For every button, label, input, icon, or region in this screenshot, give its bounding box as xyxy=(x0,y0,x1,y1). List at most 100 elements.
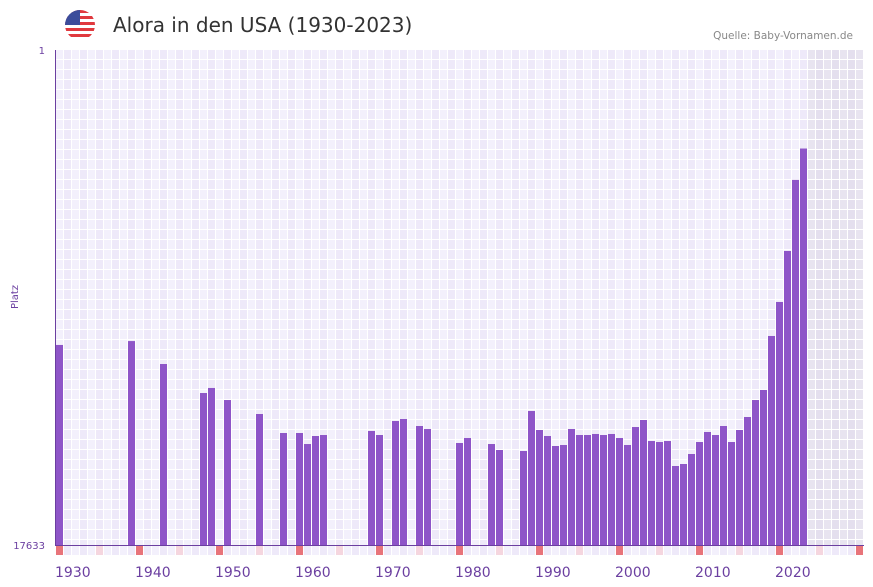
grid-cell xyxy=(432,480,439,489)
grid-cell xyxy=(728,180,735,189)
grid-cell xyxy=(480,290,487,299)
grid-cell xyxy=(432,150,439,159)
grid-cell xyxy=(336,470,343,479)
grid-cell xyxy=(568,210,575,219)
grid-cell xyxy=(424,320,431,329)
grid-cell xyxy=(808,450,815,459)
grid-cell xyxy=(704,180,711,189)
grid-cell xyxy=(312,260,319,269)
grid-cell xyxy=(680,180,687,189)
grid-cell xyxy=(520,200,527,209)
grid-cell xyxy=(464,210,471,219)
grid-cell xyxy=(456,310,463,319)
grid-cell xyxy=(80,60,87,69)
grid-cell xyxy=(840,350,847,359)
grid-cell xyxy=(184,160,191,169)
grid-cell xyxy=(416,290,423,299)
grid-cell xyxy=(648,250,655,259)
grid-cell xyxy=(504,280,511,289)
grid-cell xyxy=(512,130,519,139)
grid-cell xyxy=(304,110,311,119)
grid-cell xyxy=(712,240,719,249)
grid-cell xyxy=(88,520,95,529)
grid-cell xyxy=(688,330,695,339)
grid-cell xyxy=(232,250,239,259)
grid-cell xyxy=(272,500,279,509)
grid-cell xyxy=(624,270,631,279)
grid-cell xyxy=(72,530,79,539)
grid-cell xyxy=(808,160,815,169)
grid-cell xyxy=(728,230,735,239)
grid-cell xyxy=(184,430,191,439)
grid-cell xyxy=(792,170,799,179)
grid-cell xyxy=(240,410,247,419)
grid-cell xyxy=(792,50,799,59)
grid-cell xyxy=(648,100,655,109)
grid-cell xyxy=(488,70,495,79)
grid-cell xyxy=(600,400,607,409)
grid-cell xyxy=(192,210,199,219)
grid-cell xyxy=(480,180,487,189)
grid-cell xyxy=(208,280,215,289)
grid-cell xyxy=(120,420,127,429)
grid-cell xyxy=(320,390,327,399)
grid-cell xyxy=(280,190,287,199)
grid-cell xyxy=(832,500,839,509)
grid-cell xyxy=(728,340,735,349)
grid-cell xyxy=(424,390,431,399)
grid-cell xyxy=(592,380,599,389)
grid-cell xyxy=(592,60,599,69)
grid-cell xyxy=(456,190,463,199)
grid-cell xyxy=(736,350,743,359)
grid-cell xyxy=(376,410,383,419)
grid-cell xyxy=(744,70,751,79)
grid-cell xyxy=(568,170,575,179)
grid-cell xyxy=(576,290,583,299)
grid-cell xyxy=(744,110,751,119)
grid-cell xyxy=(680,420,687,429)
grid-cell xyxy=(64,250,71,259)
grid-cell xyxy=(112,470,119,479)
grid-cell xyxy=(536,400,543,409)
grid-cell xyxy=(160,260,167,269)
grid-cell xyxy=(536,210,543,219)
grid-cell xyxy=(704,210,711,219)
grid-cell xyxy=(144,350,151,359)
grid-cell xyxy=(400,260,407,269)
grid-cell xyxy=(504,250,511,259)
grid-cell xyxy=(576,90,583,99)
grid-cell xyxy=(592,300,599,309)
grid-cell xyxy=(848,420,855,429)
grid-cell xyxy=(744,90,751,99)
grid-cell xyxy=(712,170,719,179)
grid-cell xyxy=(600,380,607,389)
grid-cell xyxy=(256,370,263,379)
grid-cell xyxy=(576,150,583,159)
grid-cell xyxy=(120,80,127,89)
grid-cell xyxy=(656,140,663,149)
grid-cell xyxy=(320,160,327,169)
grid-cell xyxy=(832,70,839,79)
grid-cell xyxy=(600,110,607,119)
grid-cell xyxy=(600,210,607,219)
grid-cell xyxy=(488,210,495,219)
grid-cell xyxy=(712,330,719,339)
grid-cell xyxy=(312,130,319,139)
grid-cell xyxy=(584,410,591,419)
grid-cell xyxy=(688,400,695,409)
grid-cell xyxy=(576,170,583,179)
grid-cell xyxy=(304,390,311,399)
grid-cell xyxy=(352,60,359,69)
grid-cell xyxy=(400,320,407,329)
grid-cell xyxy=(744,330,751,339)
grid-cell xyxy=(128,60,135,69)
grid-cell xyxy=(56,60,63,69)
grid-cell xyxy=(184,60,191,69)
grid-cell xyxy=(136,490,143,499)
grid-cell xyxy=(256,380,263,389)
grid-cell xyxy=(160,340,167,349)
grid-cell xyxy=(416,410,423,419)
grid-cell xyxy=(832,390,839,399)
grid-cell xyxy=(408,310,415,319)
grid-cell xyxy=(152,460,159,469)
